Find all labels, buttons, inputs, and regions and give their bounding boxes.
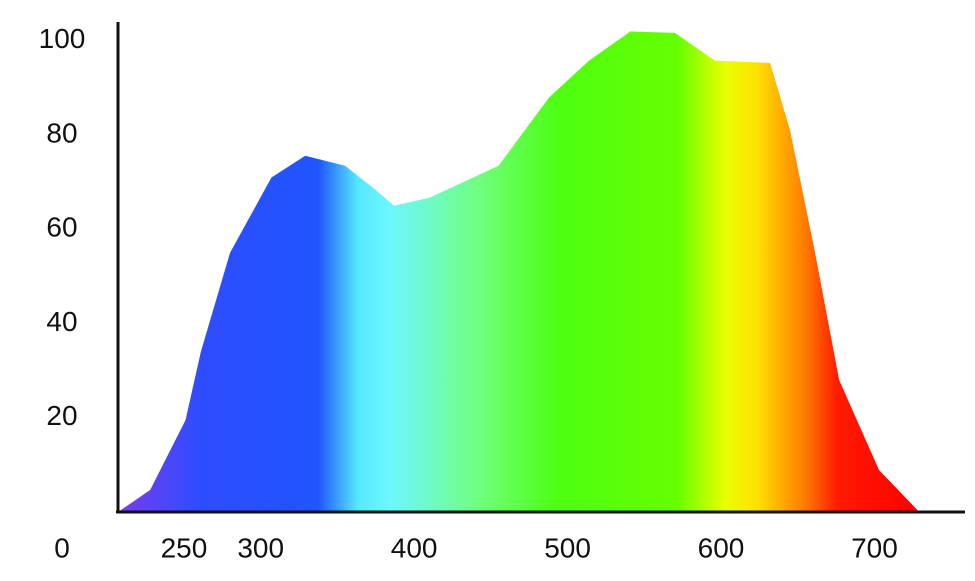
x-tick-label: 250: [161, 532, 208, 563]
x-tick-label: 500: [544, 532, 591, 563]
y-tick-label: 60: [46, 212, 77, 243]
spectrum-area: [118, 31, 918, 513]
y-tick-label: 40: [46, 306, 77, 337]
x-tick-label: 400: [391, 532, 438, 563]
y-tick-label: 20: [46, 400, 77, 431]
x-tick-label: 300: [237, 532, 284, 563]
plot: [118, 31, 918, 513]
y-tick-label: 100: [39, 23, 86, 54]
x-tick-label: 600: [698, 532, 745, 563]
y-tick-label: 0: [54, 532, 70, 563]
x-tick-label: 700: [851, 532, 898, 563]
y-tick-label: 80: [46, 117, 77, 148]
